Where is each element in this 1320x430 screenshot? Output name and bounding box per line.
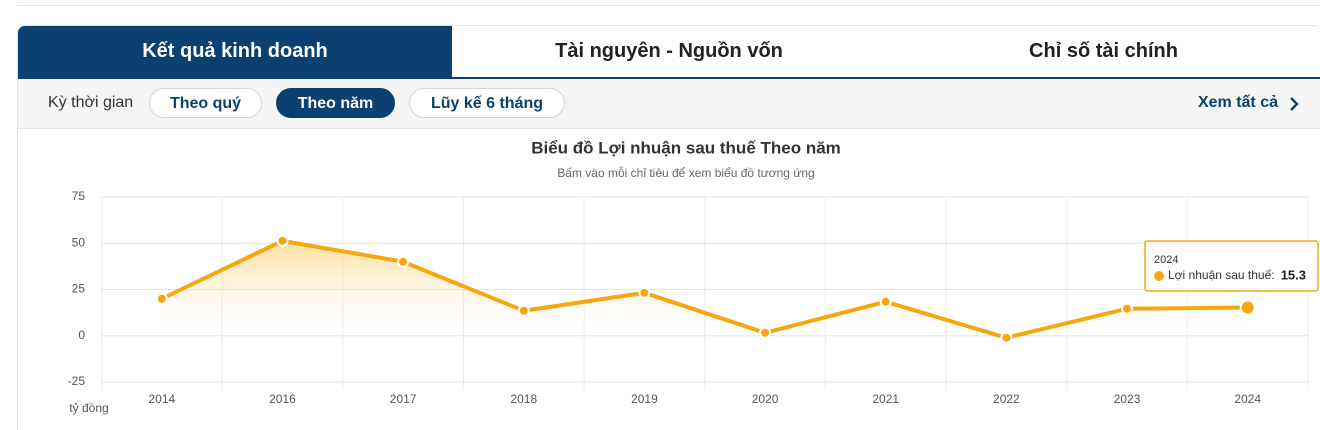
- view-all-link[interactable]: Xem tất cả: [1197, 94, 1278, 111]
- tooltip-category: 2024: [1154, 254, 1178, 266]
- tooltip-swatch: [1154, 271, 1164, 281]
- y-tick-label: 25: [72, 282, 86, 296]
- x-tick-label: 2018: [510, 392, 537, 406]
- area-fill: [161, 240, 1248, 338]
- x-tick-label: 2014: [148, 392, 175, 406]
- point: [879, 295, 892, 308]
- chevron-icon: [1290, 97, 1299, 111]
- point: [1239, 299, 1256, 316]
- point: [638, 286, 651, 299]
- chart-title: Biểu đồ Lợi nhuận sau thuế Theo năm: [531, 138, 841, 157]
- y-tick-label: -25: [68, 374, 86, 388]
- y-tick-label: 75: [72, 189, 86, 203]
- filter-label: Kỳ thời gian: [48, 94, 134, 111]
- filter-bar: Kỳ thời gian Theo quý Theo năm Lũy kế 6 …: [18, 79, 1320, 129]
- tooltip: 2024 Lợi nhuận sau thuế: 15.3: [1144, 240, 1319, 292]
- y-tick-label: 50: [72, 235, 86, 249]
- x-tick-label: 2022: [993, 392, 1020, 406]
- tooltip-value: 15.3: [1281, 267, 1306, 282]
- line: [160, 238, 1248, 340]
- x-tick-label: 2017: [390, 392, 417, 406]
- chart-subtitle: Bấm vào mỗi chỉ tiêu để xem biểu đồ tươn…: [557, 165, 814, 180]
- x-tick-label: 2016: [269, 392, 296, 406]
- period-option[interactable]: Lũy kế 6 tháng: [409, 88, 565, 118]
- point: [1121, 302, 1134, 315]
- top-divider: [17, 0, 1320, 6]
- point: [1000, 331, 1013, 344]
- tab-bar: Kết quả kinh doanh Tài nguyên - Nguồn vố…: [18, 26, 1320, 79]
- tab[interactable]: Tài nguyên - Nguồn vốn: [555, 40, 783, 62]
- tooltip-box: [1144, 240, 1319, 292]
- point: [397, 255, 410, 268]
- y-axis-label: tỷ đồng: [69, 401, 108, 415]
- chart: Biểu đồ Lợi nhuận sau thuế Theo năm Bấm …: [68, 138, 1319, 415]
- panel: Kết quả kinh doanh Tài nguyên - Nguồn vố…: [17, 25, 1320, 430]
- x-tick-label: 2023: [1114, 392, 1141, 406]
- point: [759, 326, 772, 339]
- x-tick-label: 2024: [1234, 392, 1261, 406]
- point: [155, 292, 168, 305]
- y-tick-label: 0: [78, 328, 85, 342]
- x-tick-label: 2020: [752, 392, 779, 406]
- tab[interactable]: Chỉ số tài chính: [1029, 40, 1178, 62]
- tooltip-label: Lợi nhuận sau thuế:: [1168, 268, 1275, 282]
- point: [517, 304, 530, 317]
- x-tick-label: 2021: [872, 392, 899, 406]
- period-option[interactable]: Theo quý: [149, 88, 262, 118]
- period-option[interactable]: Theo năm: [276, 88, 395, 118]
- point: [276, 234, 289, 247]
- x-tick-label: 2019: [631, 392, 658, 406]
- tab[interactable]: Kết quả kinh doanh: [18, 26, 452, 77]
